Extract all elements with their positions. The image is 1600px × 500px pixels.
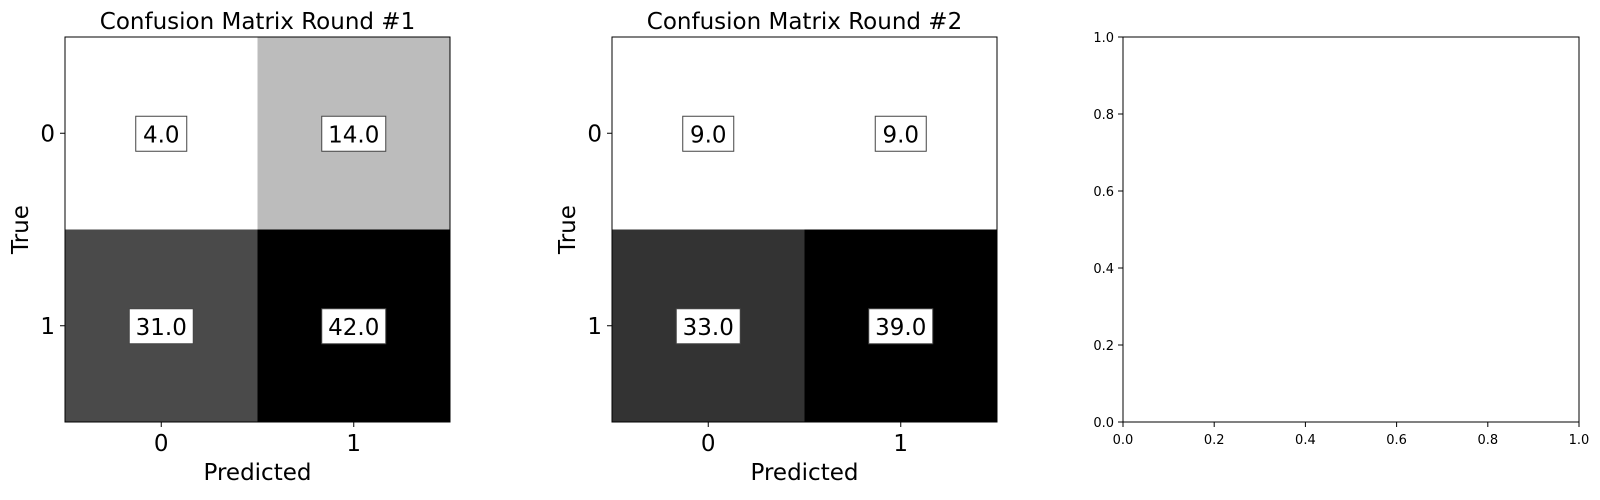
x-tick-label: 0 [154, 431, 169, 457]
value-label-box [868, 308, 934, 345]
y-tick-label: 0.0 [1093, 416, 1114, 431]
y-axis-label: True [8, 205, 34, 255]
y-tick-label: 0.8 [1093, 108, 1114, 123]
y-tick-label: 0 [587, 121, 602, 147]
y-tick-label: 0 [40, 121, 55, 147]
x-axis-label: Predicted [204, 460, 312, 486]
confusion-matrix-2: 9.0 9.0 33.0 39.0 0 1 0 1 Confusion Matrix Round… [555, 9, 998, 486]
value-label-box [128, 308, 194, 345]
x-tick-label: 1.0 [1569, 433, 1590, 448]
value-label-box [874, 115, 927, 152]
y-tick-label: 1.0 [1093, 31, 1114, 46]
value-label: 9.0 [690, 122, 727, 148]
plot-frame [1122, 36, 1580, 423]
y-tick-label: 0.4 [1093, 262, 1114, 277]
x-tick-label: 0.2 [1204, 433, 1225, 448]
plot-frame [64, 36, 451, 423]
y-tick-label: 1 [40, 314, 55, 340]
x-tick-label: 1 [893, 431, 908, 457]
y-tick-label: 0.6 [1093, 185, 1114, 200]
empty-axes: 0.0 0.2 0.4 0.6 0.8 1.0 0.0 0.2 0.4 0.6 0.8 1.0 [1093, 31, 1589, 448]
value-label: 14.0 [328, 122, 379, 148]
value-label-box [135, 115, 188, 152]
x-tick-label: 0.4 [1295, 433, 1316, 448]
plot-frame [611, 36, 998, 423]
y-tick-label: 1 [587, 314, 602, 340]
value-label-box [321, 308, 387, 345]
x-tick-label: 0.0 [1113, 433, 1134, 448]
chart-title: Confusion Matrix Round #2 [647, 9, 962, 35]
x-tick-label: 1 [346, 431, 361, 457]
x-axis-label: Predicted [751, 460, 859, 486]
y-tick-label: 0.2 [1093, 339, 1114, 354]
value-label-box [682, 115, 735, 152]
x-tick-label: 0.8 [1477, 433, 1498, 448]
y-axis-label: True [555, 205, 581, 255]
value-label: 33.0 [683, 315, 734, 341]
x-tick-label: 0 [701, 431, 716, 457]
value-label-box [675, 308, 741, 345]
value-label: 9.0 [882, 122, 919, 148]
value-label: 31.0 [136, 315, 187, 341]
value-label: 39.0 [875, 315, 926, 341]
x-tick-label: 0.6 [1386, 433, 1407, 448]
confusion-matrix-1: 4.0 14.0 31.0 42.0 0 1 0 1 Confusion Matrix Roun… [8, 9, 451, 486]
value-label: 4.0 [143, 122, 180, 148]
value-label: 42.0 [328, 315, 379, 341]
chart-title: Confusion Matrix Round #1 [100, 9, 415, 35]
value-label-box [321, 115, 387, 152]
